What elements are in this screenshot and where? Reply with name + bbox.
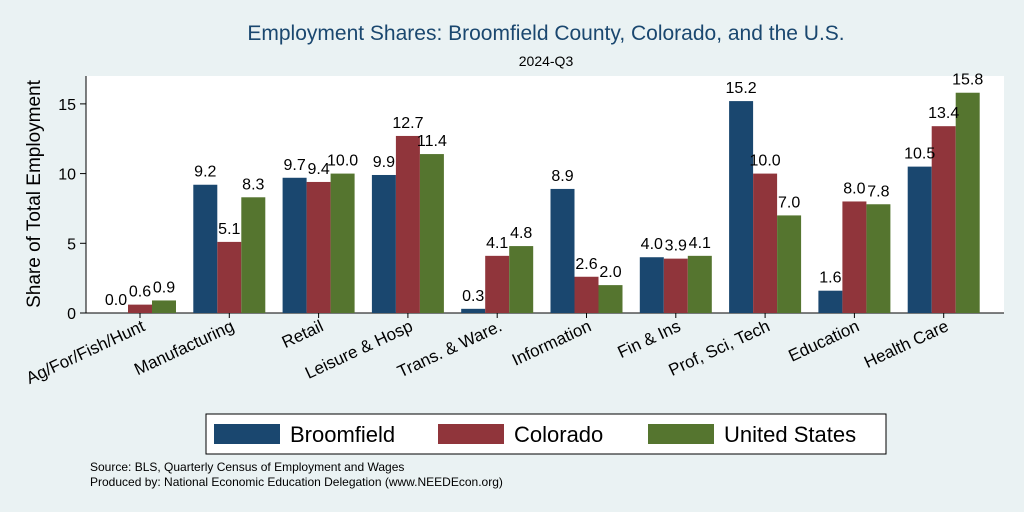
x-tick-label: Manufacturing xyxy=(131,316,237,379)
chart-notes: Source: BLS, Quarterly Census of Employm… xyxy=(90,460,503,490)
bar-value-label: 5.1 xyxy=(218,221,240,238)
chart-subtitle: 2024-Q3 xyxy=(519,53,574,69)
bar-value-label: 9.7 xyxy=(283,157,305,174)
bar-value-label: 15.8 xyxy=(952,72,983,89)
legend-swatch-broomfield xyxy=(214,424,280,444)
y-axis-ticks: 0 5 10 15 xyxy=(58,97,86,323)
bar-united-states-2 xyxy=(330,173,355,313)
bar-value-label: 0.3 xyxy=(462,288,484,305)
bar-value-label: 13.4 xyxy=(928,105,959,122)
x-tick-label: Ag/For/Fish/Hunt xyxy=(23,316,148,388)
x-tick-label: Prof, Sci, Tech xyxy=(666,316,773,379)
chart-title: Employment Shares: Broomfield County, Co… xyxy=(247,22,844,45)
legend-label: United States xyxy=(724,422,856,447)
bar-united-states-1 xyxy=(241,197,266,313)
bar-value-label: 8.0 xyxy=(843,180,865,197)
bar-value-label: 7.0 xyxy=(778,194,800,211)
bar-colorado-8 xyxy=(842,201,867,313)
bar-value-label: 10.0 xyxy=(750,153,781,170)
bar-value-label: 1.6 xyxy=(819,270,841,287)
bar-value-label: 4.8 xyxy=(510,225,532,242)
bar-value-label: 9.4 xyxy=(307,161,329,178)
x-tick-label: Education xyxy=(786,316,863,365)
bar-value-label: 0.9 xyxy=(153,279,175,296)
bar-colorado-6 xyxy=(663,258,688,313)
bar-colorado-7 xyxy=(753,173,778,313)
bar-value-label: 2.0 xyxy=(599,264,621,281)
legend: Broomfield Colorado United States xyxy=(205,413,887,455)
bar-colorado-2 xyxy=(306,181,331,313)
bar-broomfield-6 xyxy=(639,257,664,313)
x-tick-label: Health Care xyxy=(861,316,951,372)
bar-colorado-9 xyxy=(931,126,956,313)
bar-broomfield-2 xyxy=(282,177,307,313)
y-tick-label: 0 xyxy=(67,306,76,323)
bar-value-label: 2.6 xyxy=(575,256,597,273)
bar-value-label: 12.7 xyxy=(392,115,423,132)
bar-colorado-1 xyxy=(217,241,242,313)
legend-swatch-united-states xyxy=(648,424,714,444)
bar-value-label: 4.0 xyxy=(641,236,663,253)
legend-label: Broomfield xyxy=(290,422,395,447)
bar-value-label: 15.2 xyxy=(726,80,757,97)
bar-value-label: 7.8 xyxy=(867,183,889,200)
x-tick-label: Fin & Ins xyxy=(615,316,684,362)
bar-broomfield-7 xyxy=(729,101,754,313)
bar-value-label: 9.9 xyxy=(373,154,395,171)
bar-broomfield-4 xyxy=(461,308,486,313)
bar-broomfield-8 xyxy=(818,290,843,313)
bar-broomfield-5 xyxy=(550,188,575,313)
bar-united-states-3 xyxy=(419,154,444,313)
bar-united-states-8 xyxy=(866,204,891,313)
bar-value-label: 4.1 xyxy=(486,235,508,252)
bar-colorado-5 xyxy=(574,276,599,313)
bar-broomfield-9 xyxy=(907,166,932,313)
bar-colorado-4 xyxy=(485,255,510,313)
legend-swatch-colorado xyxy=(438,424,504,444)
bar-value-label: 10.0 xyxy=(327,153,358,170)
legend-box xyxy=(205,413,887,455)
bar-value-label: 4.1 xyxy=(689,235,711,252)
bar-united-states-7 xyxy=(777,215,802,313)
bar-colorado-0 xyxy=(128,304,152,313)
bar-value-label: 11.4 xyxy=(417,133,447,150)
bar-value-label: 10.5 xyxy=(904,146,935,163)
y-tick-label: 15 xyxy=(58,97,76,114)
bar-colorado-3 xyxy=(395,135,420,313)
bar-united-states-0 xyxy=(152,300,176,313)
producer-note: Produced by: National Economic Education… xyxy=(90,475,503,489)
x-tick-label: Information xyxy=(509,316,594,369)
bar-value-label: 3.9 xyxy=(665,238,687,255)
legend-label: Colorado xyxy=(514,422,603,447)
bar-broomfield-3 xyxy=(371,174,396,313)
bar-value-label: 9.2 xyxy=(194,164,216,181)
y-tick-label: 10 xyxy=(58,167,76,184)
bar-united-states-6 xyxy=(687,255,712,313)
bar-united-states-5 xyxy=(598,285,623,313)
bar-united-states-4 xyxy=(509,246,534,313)
bar-value-label: 0.6 xyxy=(129,284,151,301)
bar-labels: 0.0 0.6 0.99.25.18.39.7 9.410.0 9.912.711.40… xyxy=(105,72,983,309)
bar-value-label: 8.3 xyxy=(242,176,264,193)
bars xyxy=(128,92,980,314)
bar-broomfield-1 xyxy=(193,184,218,313)
bar-value-label: 8.9 xyxy=(551,168,573,185)
y-axis-label: Share of Total Employment xyxy=(24,79,45,307)
bar-value-label: 0.0 xyxy=(105,292,127,309)
source-note: Source: BLS, Quarterly Census of Employm… xyxy=(90,460,405,474)
x-tick-label: Retail xyxy=(279,316,326,352)
bar-united-states-9 xyxy=(955,92,980,314)
y-tick-label: 5 xyxy=(67,236,76,253)
